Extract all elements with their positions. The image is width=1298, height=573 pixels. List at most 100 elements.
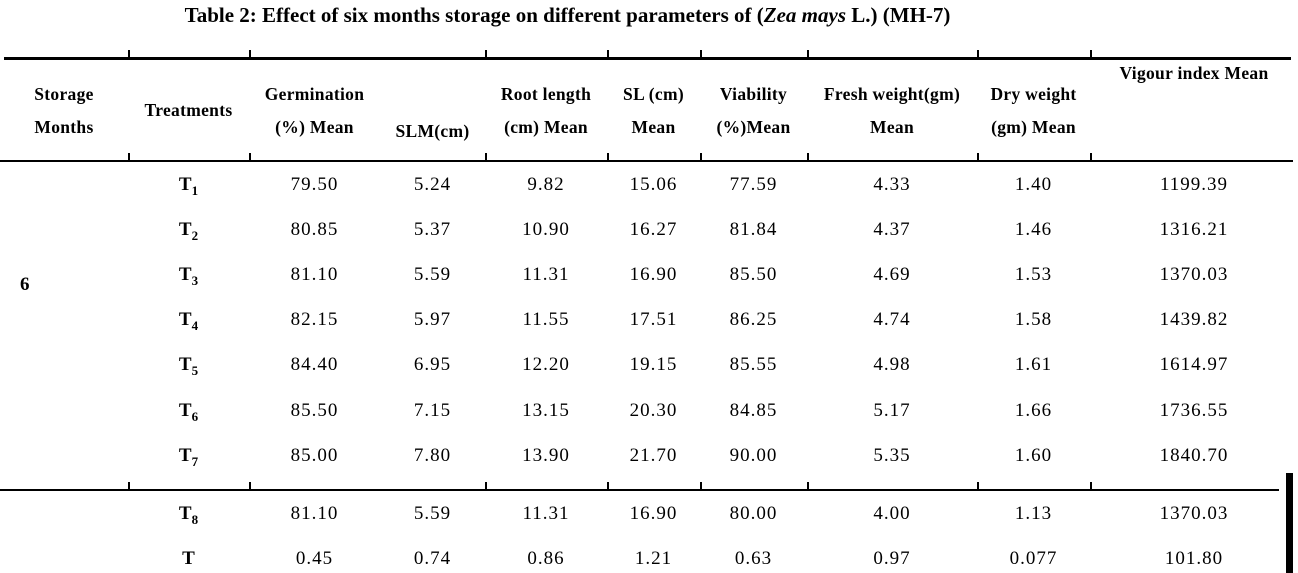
column-boundary-tick [485,50,487,57]
cell-storage-months [0,207,128,252]
cell-viability: 81.84 [729,218,778,240]
cell-fresh_weight: 4.37 [873,218,911,240]
cell-root_length: 13.90 [522,444,570,466]
cell-fresh_weight: 5.17 [873,399,911,421]
cell-sl: 20.30 [629,399,678,421]
cell-viability: 0.63 [734,547,773,569]
header-line: Germination [264,83,365,104]
cell-sl: 21.70 [629,444,678,466]
column-boundary-tick [807,50,809,57]
header-line: Treatments [144,100,233,120]
cell-storage-months [0,388,128,433]
header-storage-months: Storage Months [0,62,128,158]
cell-vigour_index: 1316.21 [1159,218,1229,240]
cell-germination: 85.00 [290,444,339,466]
cell-sl: 1.21 [634,547,673,569]
cell-dry_weight: 1.61 [1014,354,1053,376]
header-line: Root length [500,83,592,104]
column-boundary-tick [700,50,702,57]
header-line: (%) Mean [275,116,354,137]
cell-sl: 16.90 [629,263,678,285]
cell-dry_weight: 0.077 [1009,547,1058,569]
column-boundary-tick [607,50,609,57]
cell-root_length: 10.90 [522,218,570,240]
column-boundary-tick [1090,50,1092,57]
header-line: Fresh weight(gm) [823,83,961,104]
cell-fresh_weight: 4.33 [873,173,911,195]
column-boundary-tick [607,482,609,489]
column-boundary-tick [807,482,809,489]
column-boundary-tick [807,153,809,160]
column-boundary-tick [607,153,609,160]
cell-viability: 90.00 [729,444,778,466]
header-fresh-weight: Fresh weight(gm) Mean [807,62,977,158]
cell-germination: 80.85 [290,218,339,240]
column-boundary-tick [485,482,487,489]
column-boundary-tick [128,482,130,489]
column-boundary-tick [977,482,979,489]
header-germination: Germination (%) Mean [249,62,380,158]
cell-dry_weight: 1.40 [1014,173,1053,195]
header-viability: Viability (%)Mean [700,62,807,158]
header-line: (%)Mean [716,116,791,137]
cell-sl: 17.51 [629,309,678,331]
cell-treatment-label: T [182,547,195,569]
cell-fresh_weight: 4.98 [873,354,911,376]
cell-treatment-label: T6 [178,399,199,424]
cell-slm: 5.59 [413,263,452,285]
header-line: Vigour index Mean [1119,63,1269,83]
header-line: Mean [631,116,676,137]
cell-sl: 19.15 [629,354,678,376]
cell-root_length: 13.15 [522,399,570,421]
cell-dry_weight: 1.53 [1014,263,1053,285]
cell-fresh_weight: 4.74 [873,309,911,331]
cell-vigour_index: 1736.55 [1159,399,1229,421]
cell-storage-months [0,491,128,536]
cell-vigour_index: 1370.03 [1159,502,1229,524]
cell-germination: 82.15 [290,309,339,331]
cell-vigour_index: 1840.70 [1159,444,1229,466]
header-dry-weight: Dry weight (gm) Mean [977,62,1090,158]
cell-storage-months [0,252,128,297]
cell-treatment-label: T3 [178,263,199,288]
column-boundary-tick [977,50,979,57]
cell-fresh_weight: 4.69 [873,263,911,285]
cell-storage-months [0,536,128,573]
cell-viability: 80.00 [729,502,778,524]
cell-vigour_index: 1439.82 [1159,309,1229,331]
column-boundary-tick [700,482,702,489]
header-separator-rule [0,160,1293,162]
header-line: SLM(cm) [395,121,470,141]
cell-viability: 84.85 [729,399,778,421]
table-top-border [4,57,1291,60]
cell-vigour_index: 1370.03 [1159,263,1229,285]
cell-treatment-label: T5 [178,354,199,379]
cell-germination: 79.50 [290,173,339,195]
header-line: Storage [34,83,94,104]
cell-slm: 6.95 [413,354,452,376]
cell-storage-months [0,298,128,343]
cell-germination: 81.10 [290,502,339,524]
cell-slm: 5.37 [413,218,452,240]
header-root-length: Root length (cm) Mean [485,62,607,158]
cell-fresh_weight: 0.97 [873,547,911,569]
cell-treatment-label: T7 [178,444,199,469]
cell-vigour_index: 1614.97 [1159,354,1229,376]
cell-storage-months [0,433,128,478]
cell-viability: 77.59 [729,173,778,195]
cell-germination: 0.45 [295,547,334,569]
cell-slm: 7.15 [413,399,452,421]
table-right-border-mark [1286,473,1293,573]
cell-sl: 16.27 [629,218,678,240]
header-line: Months [34,116,94,137]
cell-treatment-label: T1 [178,173,199,198]
cell-treatment-label: T8 [178,502,199,527]
header-line: Dry weight [990,83,1077,104]
table-caption-species: Zea mays [763,3,846,27]
cell-germination: 84.40 [290,354,339,376]
cell-viability: 85.50 [729,263,778,285]
cell-dry_weight: 1.46 [1014,218,1053,240]
cell-fresh_weight: 4.00 [873,502,911,524]
cell-root_length: 12.20 [522,354,570,376]
column-boundary-tick [128,50,130,57]
